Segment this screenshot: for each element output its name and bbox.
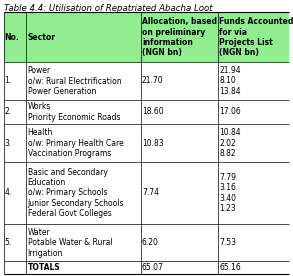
Text: 2.: 2. [5,107,12,116]
Text: Funds Accounted
for via
Projects List
(NGN bn): Funds Accounted for via Projects List (N… [219,17,293,57]
Text: 65.07: 65.07 [142,263,164,272]
Text: Allocation, based
on preliminary
information
(NGN bn): Allocation, based on preliminary informa… [142,17,217,57]
Text: Power
o/w: Rural Electrification
Power Generation: Power o/w: Rural Electrification Power G… [28,66,121,96]
Text: TOTALS: TOTALS [28,263,60,272]
Text: No.: No. [5,33,19,42]
Text: 21.70: 21.70 [142,76,163,85]
Text: Sector: Sector [28,33,56,42]
Text: Health
o/w: Primary Health Care
Vaccination Programs: Health o/w: Primary Health Care Vaccinat… [28,128,123,158]
Text: 6.20: 6.20 [142,238,159,247]
Text: 21.94
8.10
13.84: 21.94 8.10 13.84 [219,66,241,96]
Text: Table 4.4: Utilisation of Repatriated Abacha Loot: Table 4.4: Utilisation of Repatriated Ab… [4,4,212,13]
Text: Basic and Secondary
Education
o/w: Primary Schools
Junior Secondary Schools
Fede: Basic and Secondary Education o/w: Prima… [28,168,124,218]
Text: 10.84
2.02
8.82: 10.84 2.02 8.82 [219,128,241,158]
Text: 3.: 3. [5,139,12,148]
Bar [4,12,289,62]
Text: 7.53: 7.53 [219,238,236,247]
Text: 17.06: 17.06 [219,107,241,116]
Text: 18.60: 18.60 [142,107,163,116]
Text: 7.74: 7.74 [142,189,159,197]
Text: 1.: 1. [5,76,12,85]
Text: 65.16: 65.16 [219,263,241,272]
Text: Works
Priority Economic Roads: Works Priority Economic Roads [28,102,120,122]
Text: 7.79
3.16
3.40
1.23: 7.79 3.16 3.40 1.23 [219,173,236,213]
Text: Water
Potable Water & Rural
Irrigation: Water Potable Water & Rural Irrigation [28,228,112,258]
Text: 10.83: 10.83 [142,139,163,148]
Text: 4.: 4. [5,189,12,197]
Text: 5.: 5. [5,238,12,247]
